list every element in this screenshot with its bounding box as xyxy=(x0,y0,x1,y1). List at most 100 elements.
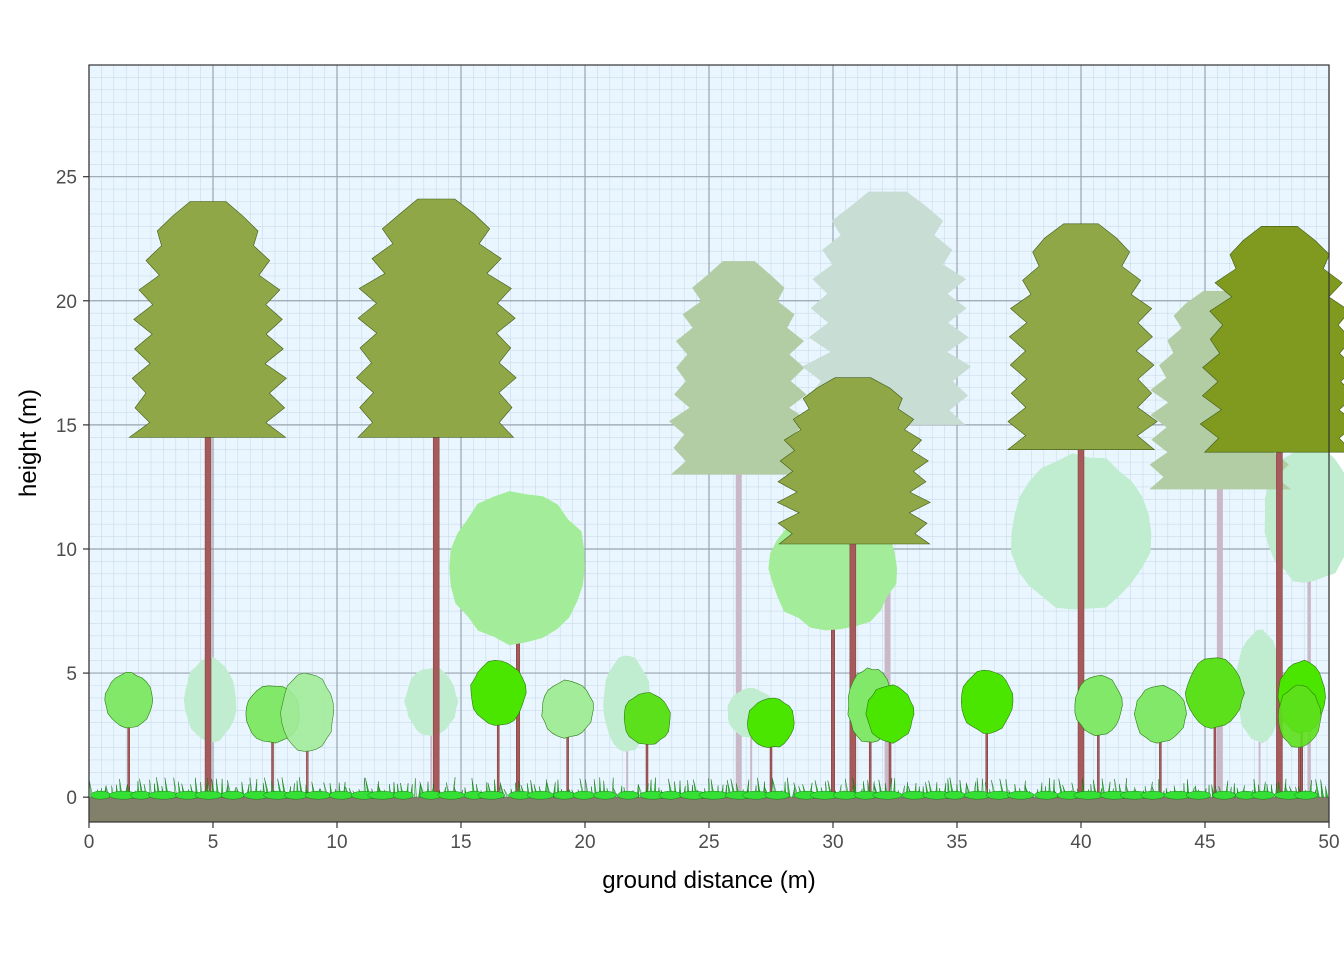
tree-trunk xyxy=(735,367,742,798)
shrub-crown xyxy=(541,679,594,739)
ground-herb xyxy=(437,790,465,800)
x-tick-label: 50 xyxy=(1318,832,1339,853)
y-axis-title: height (m) xyxy=(15,389,42,497)
ground-herb xyxy=(1073,790,1104,800)
ground-herb xyxy=(986,790,1012,800)
ground-herb xyxy=(194,790,223,800)
grass-blade xyxy=(787,777,791,798)
x-tick-label: 40 xyxy=(1070,832,1091,853)
ground-herb xyxy=(698,790,729,800)
y-tick-label: 20 xyxy=(56,292,77,313)
tree-conifer-0 xyxy=(128,201,287,798)
shrub-crown xyxy=(404,667,459,736)
y-tick-label: 15 xyxy=(56,416,77,437)
ground-herb xyxy=(527,790,554,800)
ground-herb xyxy=(1251,790,1275,800)
shrub-crown xyxy=(1277,684,1322,748)
ground-herb xyxy=(944,790,966,800)
tree-shrub-25 xyxy=(960,669,1014,798)
ground-herb xyxy=(617,790,639,800)
ground-herb xyxy=(477,790,505,800)
y-axis-ticks: 0 5 10 15 20 25 xyxy=(56,168,89,809)
ground-herb xyxy=(328,790,354,800)
y-tick-label: 5 xyxy=(66,664,77,685)
ground-herb xyxy=(221,790,245,800)
grass-blade xyxy=(220,778,224,798)
ground-herb xyxy=(659,790,682,800)
conifer-crown xyxy=(355,198,517,438)
grass-blade xyxy=(503,788,510,798)
ground-herb xyxy=(1186,790,1211,800)
x-axis-title: ground distance (m) xyxy=(602,867,815,894)
shrub-crown xyxy=(280,672,335,752)
x-tick-label: 10 xyxy=(326,832,347,853)
x-tick-label: 20 xyxy=(574,832,595,853)
tree-shrub-20 xyxy=(623,692,671,798)
tree-shrub-18 xyxy=(541,679,594,798)
y-tick-label: 10 xyxy=(56,540,77,561)
shrub-crown xyxy=(104,672,154,729)
shrub-crown xyxy=(1184,657,1245,729)
shrub-crown xyxy=(865,684,915,744)
tree-conifer-4 xyxy=(776,377,931,798)
tree-conifer-7 xyxy=(1199,226,1344,798)
ground-herb xyxy=(553,790,576,800)
tree-shrub-31 xyxy=(1277,684,1322,798)
ground-herb xyxy=(90,790,111,800)
shrub-crown xyxy=(1074,674,1123,737)
ground-herb xyxy=(1140,790,1166,800)
x-tick-label: 45 xyxy=(1194,832,1215,853)
x-tick-label: 30 xyxy=(822,832,843,853)
shrub-crown xyxy=(623,692,671,745)
conifer-crown xyxy=(128,201,287,438)
conifer-crown xyxy=(802,191,972,425)
x-axis-ticks: 0 5 10 15 20 25 30 35 40 45 50 xyxy=(84,822,1340,853)
broadleaf-crown xyxy=(449,491,585,646)
broadleaf-crown xyxy=(1264,445,1344,583)
ground-herb xyxy=(1212,790,1236,800)
shrub-crown xyxy=(960,669,1014,734)
tree-shrub-22 xyxy=(747,697,795,798)
x-tick-label: 15 xyxy=(450,832,471,853)
tree-shrub-16 xyxy=(404,667,459,798)
tree-trunk xyxy=(1307,515,1311,798)
ground-herb xyxy=(572,790,596,800)
ground-band xyxy=(89,797,1329,822)
ground-strip xyxy=(89,797,1329,822)
ground-herb xyxy=(284,790,309,800)
tree-conifer-2 xyxy=(669,261,810,798)
grass-blade xyxy=(1325,786,1329,798)
conifer-crown xyxy=(1006,223,1158,450)
ground-herb xyxy=(392,790,414,800)
ground-herb xyxy=(1294,790,1318,800)
tree-conifer-5 xyxy=(1006,223,1158,798)
tree-shrub-27 xyxy=(1133,684,1187,798)
tree-trunk xyxy=(430,701,433,798)
conifer-crown xyxy=(1199,226,1344,453)
ground-herb xyxy=(367,790,397,800)
shrub-crown xyxy=(1133,684,1187,744)
shrub-crown xyxy=(1235,629,1283,744)
y-tick-label: 25 xyxy=(56,168,77,189)
x-tick-label: 0 xyxy=(84,832,95,853)
grass-blade xyxy=(1315,779,1320,798)
tree-broadleaf-11 xyxy=(1264,445,1344,798)
tree-shrub-24 xyxy=(865,684,915,798)
ground-herb xyxy=(872,790,903,800)
shrub-crown xyxy=(747,697,795,748)
x-tick-label: 35 xyxy=(946,832,967,853)
tree-shrub-29 xyxy=(1235,629,1283,798)
conifer-crown xyxy=(669,261,810,475)
shrub-crown xyxy=(470,659,527,726)
conifer-crown xyxy=(776,377,931,545)
tree-shrub-28 xyxy=(1184,657,1245,798)
ground-herb xyxy=(1007,790,1035,800)
tree-marks xyxy=(104,191,1344,798)
tree-trunk xyxy=(1216,390,1223,798)
tree-shrub-15 xyxy=(280,672,335,798)
ground-herb xyxy=(1034,790,1059,800)
ground-herb xyxy=(304,790,332,800)
y-tick-label: 0 xyxy=(66,788,77,809)
ground-herb xyxy=(593,790,617,800)
